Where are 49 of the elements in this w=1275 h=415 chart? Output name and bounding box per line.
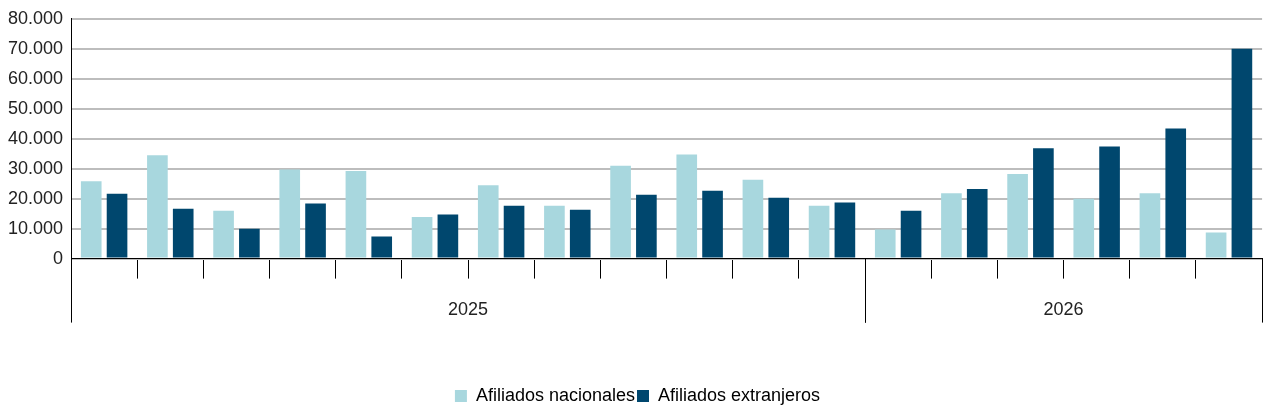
y-tick-label: 70.000 [7,37,64,58]
bar [411,216,433,258]
bar [239,228,260,258]
bar [80,181,102,258]
y-tick-label: 0 [53,247,64,268]
bar [676,154,698,258]
bar [966,189,988,258]
bar [477,185,499,258]
y-tick-label: 50.000 [7,97,64,118]
y-tick-label: 60.000 [7,67,64,88]
bar [941,193,962,258]
bar [702,190,723,258]
bar [1073,198,1095,258]
bar [172,208,194,258]
y-tick-label: 30.000 [7,157,64,178]
legend-label: Afiliados extranjeros [658,384,821,405]
bar [569,209,591,258]
text: 2026 [1043,298,1084,319]
bar [1007,174,1028,258]
bar [1165,128,1187,258]
bar [768,197,790,258]
y-tick-label: 40.000 [7,127,64,148]
bar [106,193,128,258]
bar [345,171,367,258]
bar [544,205,565,258]
bar [1099,146,1120,258]
bar [371,236,393,258]
bar [1139,193,1161,258]
bar [1205,232,1227,258]
y-tick-label: 10.000 [7,217,64,238]
bar [213,210,234,258]
legend-label: Afiliados nacionales [475,384,636,405]
bar [1033,148,1054,258]
bar [437,214,459,258]
bar [900,210,922,258]
bar [147,155,168,258]
bar [279,169,301,258]
bar [1231,48,1253,258]
bar [808,205,830,258]
bar [742,179,764,258]
bar [874,229,896,258]
bar [834,202,856,258]
y-tick-label: 20.000 [7,187,64,208]
bar [305,203,326,258]
bar [503,205,525,258]
y-tick-label: 80.000 [7,7,64,28]
text: 2025 [448,298,489,319]
bar [636,194,657,258]
bar [610,165,631,258]
